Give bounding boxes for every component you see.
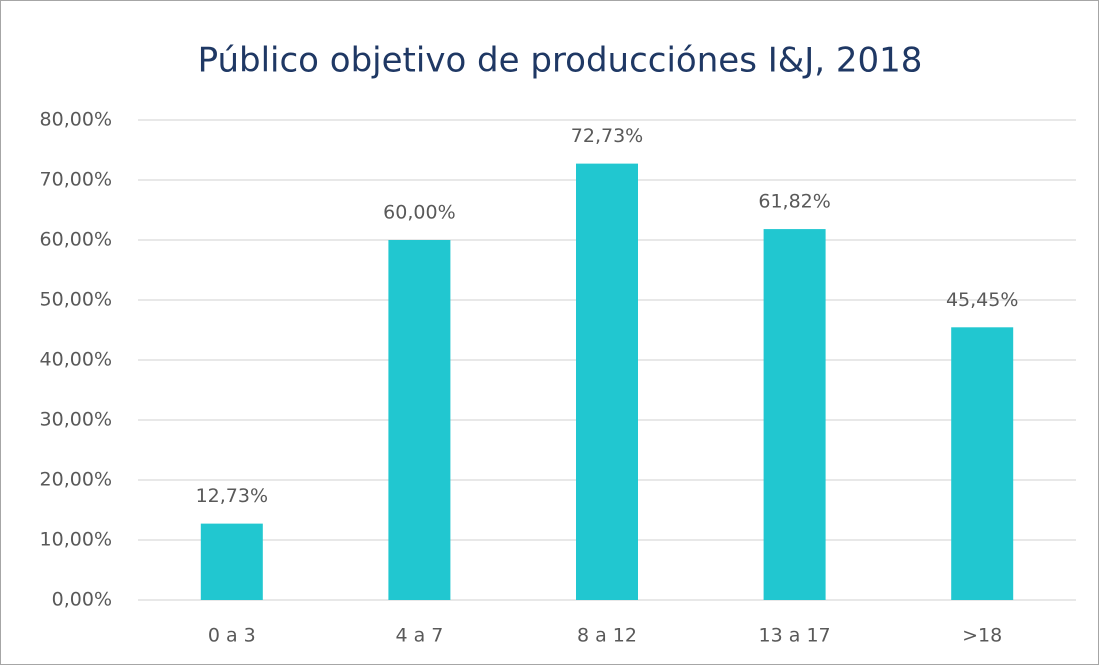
x-tick-label: >18 xyxy=(962,625,1002,647)
y-tick-label: 30,00% xyxy=(40,409,112,431)
x-tick-label: 0 a 3 xyxy=(208,625,256,647)
chart-title: Público objetivo de producciónes I&J, 20… xyxy=(198,41,923,81)
y-tick-label: 20,00% xyxy=(40,469,112,491)
y-tick-label: 50,00% xyxy=(40,289,112,311)
bar xyxy=(576,163,638,600)
y-tick-label: 80,00% xyxy=(40,109,112,131)
x-tick-label: 8 a 12 xyxy=(577,625,637,647)
bar xyxy=(388,240,451,600)
x-tick-label: 4 a 7 xyxy=(395,625,443,647)
y-tick-label: 10,00% xyxy=(40,529,112,551)
data-label: 60,00% xyxy=(383,202,455,224)
bar xyxy=(951,327,1014,600)
x-tick-label: 13 a 17 xyxy=(759,625,831,647)
data-label: 72,73% xyxy=(571,125,643,147)
data-label: 61,82% xyxy=(758,191,830,213)
data-label: 45,45% xyxy=(946,289,1018,311)
data-label: 12,73% xyxy=(196,485,268,507)
y-tick-label: 40,00% xyxy=(40,349,112,371)
bar xyxy=(763,229,826,600)
y-tick-label: 0,00% xyxy=(52,589,112,611)
y-tick-label: 60,00% xyxy=(40,229,112,251)
y-tick-label: 70,00% xyxy=(40,169,112,191)
bar xyxy=(200,523,263,600)
